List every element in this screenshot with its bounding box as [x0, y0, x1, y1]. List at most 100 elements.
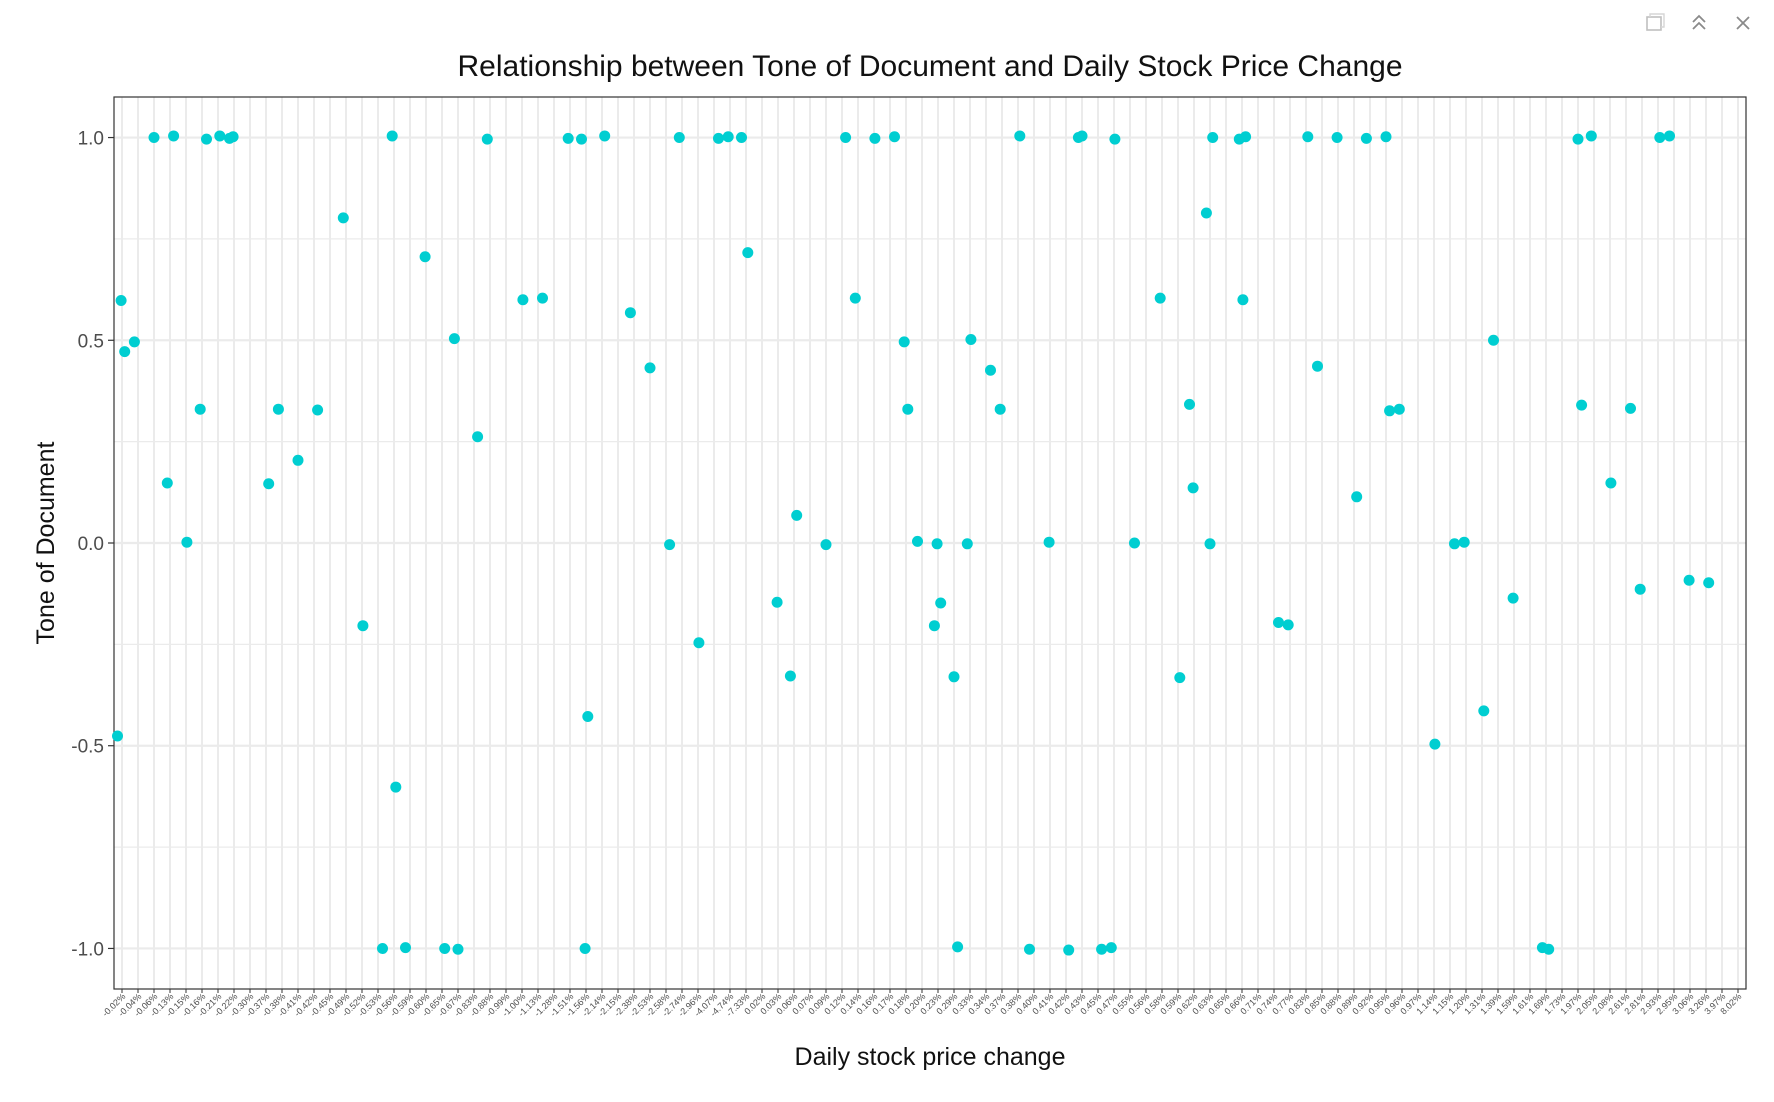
data-point	[948, 671, 960, 683]
data-point	[128, 336, 140, 348]
data-point	[1384, 405, 1396, 417]
data-point	[1634, 583, 1646, 595]
data-point	[869, 132, 881, 144]
data-point	[1105, 942, 1117, 954]
data-point	[742, 247, 754, 259]
data-point	[115, 295, 127, 307]
data-point	[337, 212, 349, 224]
y-axis-ticks: 1.0 0.5 0.0 -0.5 -1.0	[71, 129, 114, 960]
y-tick-label: -0.5	[71, 737, 104, 758]
data-point	[1096, 943, 1108, 955]
data-point	[1449, 538, 1460, 550]
data-point	[194, 403, 206, 415]
data-point	[1507, 592, 1519, 604]
data-point	[1302, 131, 1314, 143]
y-tick-label: 0.0	[78, 534, 104, 555]
data-point	[1129, 537, 1140, 549]
data-point	[537, 292, 548, 304]
data-point	[582, 711, 594, 723]
data-points	[112, 130, 1715, 956]
data-point	[1703, 577, 1715, 589]
data-point	[1654, 132, 1666, 144]
data-point	[994, 403, 1006, 415]
data-point	[1625, 402, 1636, 414]
data-point	[112, 730, 123, 742]
data-point	[263, 478, 275, 490]
data-point	[961, 538, 973, 550]
data-point	[214, 130, 226, 142]
data-point	[400, 942, 411, 954]
data-point	[912, 535, 923, 547]
data-point	[1200, 207, 1212, 219]
data-point	[386, 130, 398, 142]
data-point	[624, 307, 636, 319]
collapse-icon[interactable]	[1684, 8, 1714, 38]
data-point	[312, 404, 324, 416]
data-point	[517, 294, 529, 306]
data-point	[579, 942, 591, 954]
data-point	[576, 133, 587, 145]
data-point	[820, 539, 832, 551]
data-point	[1331, 132, 1343, 144]
data-point	[713, 132, 724, 144]
y-tick-label: 1.0	[78, 129, 104, 150]
data-point	[1184, 398, 1195, 410]
y-tick-label: -1.0	[71, 939, 104, 960]
data-point	[1536, 942, 1548, 954]
data-point	[119, 346, 131, 358]
data-point	[1043, 536, 1055, 548]
data-point	[599, 130, 611, 142]
data-point	[1664, 130, 1675, 142]
data-point	[736, 132, 747, 144]
data-point	[1063, 944, 1075, 956]
grid-layer	[114, 97, 1746, 989]
data-point	[1187, 482, 1199, 494]
data-point	[722, 131, 734, 143]
data-point	[201, 133, 212, 145]
data-point	[390, 781, 402, 793]
data-point	[1109, 133, 1121, 145]
data-point	[889, 131, 900, 143]
data-point	[1076, 130, 1088, 142]
y-axis-title: Tone of Document	[32, 442, 60, 645]
data-point	[419, 251, 431, 263]
data-point	[952, 941, 964, 953]
data-point	[1154, 292, 1166, 304]
data-point	[439, 942, 451, 954]
data-point	[1572, 133, 1584, 145]
data-point	[771, 596, 783, 608]
y-tick-label: 0.5	[78, 331, 104, 352]
data-point	[148, 132, 160, 144]
data-point	[898, 336, 910, 348]
data-point	[1360, 132, 1372, 144]
data-point	[1478, 705, 1490, 717]
close-icon[interactable]	[1728, 8, 1758, 38]
data-point	[227, 131, 239, 143]
data-point	[673, 132, 685, 144]
data-point	[1429, 738, 1441, 750]
data-point	[161, 477, 173, 489]
data-point	[985, 364, 996, 376]
data-point	[452, 943, 464, 955]
data-point	[1174, 672, 1186, 684]
data-point	[1380, 131, 1392, 143]
x-axis-ticks: -0.02%-0.04%-0.06%-0.13%-0.15%-0.16%-0.2…	[100, 989, 1743, 1019]
data-point	[1351, 491, 1363, 503]
data-point	[1393, 403, 1405, 415]
data-point	[377, 942, 388, 954]
data-point	[292, 454, 304, 466]
data-point	[1683, 574, 1695, 586]
pages-icon[interactable]	[1640, 8, 1670, 38]
data-point	[1273, 616, 1284, 628]
data-point	[902, 403, 914, 415]
data-point	[965, 333, 977, 345]
data-point	[664, 539, 676, 551]
data-point	[1605, 477, 1617, 489]
data-point	[181, 536, 193, 548]
data-point	[1585, 130, 1597, 142]
data-point	[1204, 538, 1216, 550]
data-point	[481, 133, 493, 145]
window-controls	[1640, 8, 1758, 38]
data-point	[791, 509, 803, 521]
data-point	[1488, 334, 1499, 346]
